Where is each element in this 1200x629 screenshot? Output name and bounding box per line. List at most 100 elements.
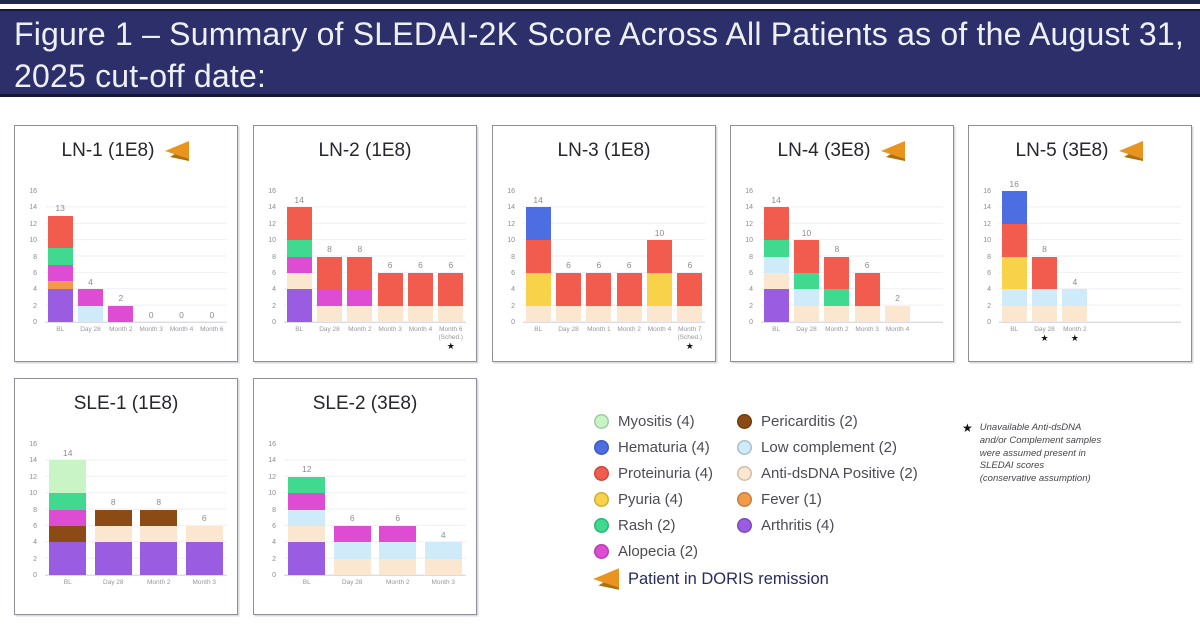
bar-segment-low_complement [794,289,819,306]
bar-slot: 14 BL [45,445,91,586]
doris-remission-legend: Patient in DORIS remission [592,568,829,590]
bar-segment-anti_dsdna [379,558,417,575]
panel-title: LN-2 (1E8) [318,140,412,161]
category-label: Month 4 [390,326,451,334]
legend-label: Proteinuria (4) [618,464,714,482]
y-tick-label: 4 [33,286,37,294]
category-label: BL [30,326,91,334]
bar-segment-pyuria [647,272,672,306]
category-label: Month 2 [807,326,868,334]
stacked-bar [885,305,910,322]
y-tick-label: 8 [33,506,37,514]
category-label-line: Month 3 [139,326,163,333]
bar-slot: 8 Day 28 [314,192,344,333]
y-tick-label: 8 [987,253,991,261]
bar-segment-low_complement [78,305,103,322]
bar-value-label: 14 [294,194,304,205]
y-tick-label: 16 [507,188,515,195]
y-tick-label: 14 [507,204,515,212]
y-tick-label: 16 [29,441,37,448]
panel-title-row: LN-4 (3E8) [731,140,953,162]
legend-label: Hematuria (4) [618,438,710,456]
y-tick-label: 14 [983,204,991,212]
category-label: Month 2 [599,326,660,334]
y-tick-label: 14 [29,457,37,465]
bar-value-label: 8 [834,244,840,254]
category-label-line: Month 6 [439,326,463,333]
bar-segment-arthritis [49,542,87,575]
bar-segment-arthritis [288,542,326,575]
stacked-bar [677,272,703,322]
y-tick-label: 4 [749,286,753,294]
stacked-bar [78,289,103,322]
stacked-bar [333,525,371,575]
bar-segment-alopecia [49,509,87,526]
panel-title-row: LN-1 (1E8) [15,140,237,162]
bar-segment-proteinuria [317,256,342,290]
bar-segment-alopecia [78,289,103,306]
bar-segment-low_complement [1062,289,1088,306]
category-label-line: BL [772,326,781,333]
stacked-bar [379,525,417,575]
bar-segment-hematuria [1001,191,1027,224]
figure-header-banner: Figure 1 – Summary of SLEDAI-2K Score Ac… [0,9,1200,97]
bar-value-label: 12 [302,464,312,475]
stacked-bar [408,272,433,322]
bar-segment-low_complement [288,509,326,526]
stacked-bar [94,509,132,575]
bar-slot: 4 Month 3 [421,445,467,586]
y-tick-label: 14 [29,204,37,212]
bar-slot: 8 Month 2 [345,192,375,333]
bar-segment-low_complement [1032,289,1057,306]
bar-value-label: 8 [327,244,332,254]
bar-slot: 14 BL [523,192,553,333]
bar-value-label: 6 [201,513,207,524]
category-label-line: Month 2 [617,326,641,333]
category-label-line: Month 6 [200,326,224,333]
legend-item-arthritis: Arthritis (4) [737,516,918,534]
bar-slot: 6 Month 3 [182,445,228,586]
y-tick-label: 0 [33,572,37,579]
y-axis: 16 14 12 10 8 6 4 2 0 [497,188,519,326]
legend-label: Fever (1) [761,490,822,508]
y-tick-label: 12 [29,473,37,481]
bar-segment-myositis [49,460,87,494]
category-label: Day 28 [299,326,360,334]
plot-area: 14 BL 10 Day 28 8 Month 2 6 Month 3 2 Month 4 [761,192,943,333]
bar-segment-low_complement [333,542,371,559]
category-sublabel: (Sched.) [677,334,703,342]
y-tick-label: 10 [745,237,753,245]
category-label-line: Month 7 [678,326,702,333]
unavailable-sample-star-icon: ★ [1070,333,1079,344]
category-label: Month 6 (Sched.) ★ [420,326,481,352]
category-label-line: Month 3 [855,326,879,333]
category-label-line: Month 2 [386,579,410,586]
bar-value-label: 4 [88,276,93,287]
stacked-bar [647,240,672,322]
y-tick-label: 8 [511,253,515,261]
bar-segment-proteinuria [286,207,312,241]
bar-slot: 6 Month 2 [375,445,421,586]
panel-title-row: LN-3 (1E8) [493,140,715,162]
y-tick-label: 4 [272,539,276,547]
bar-segment-proteinuria [794,240,819,273]
bar-segment-alopecia [333,525,371,543]
hematuria-swatch-icon [594,439,609,455]
category-label-line: Month 3 [431,579,456,586]
bar-value-label: 2 [895,293,900,304]
stacked-bar [424,542,462,575]
bar-value-label: 8 [156,497,162,507]
bar-segment-proteinuria [824,256,850,290]
category-label: Day 28 [68,579,159,587]
bar-segment-proteinuria [1032,256,1057,290]
bar-segment-anti_dsdna [1001,305,1027,322]
y-tick-label: 10 [29,490,37,498]
bar-segment-arthritis [763,289,789,322]
y-axis: 16 14 12 10 8 6 4 2 0 [258,441,280,579]
bar-segment-anti_dsdna [525,305,551,322]
category-label-line: Month 3 [192,579,217,586]
bar-value-label: 6 [687,260,693,271]
bar-segment-anti_dsdna [140,525,178,543]
pericarditis-swatch-icon [737,413,753,429]
